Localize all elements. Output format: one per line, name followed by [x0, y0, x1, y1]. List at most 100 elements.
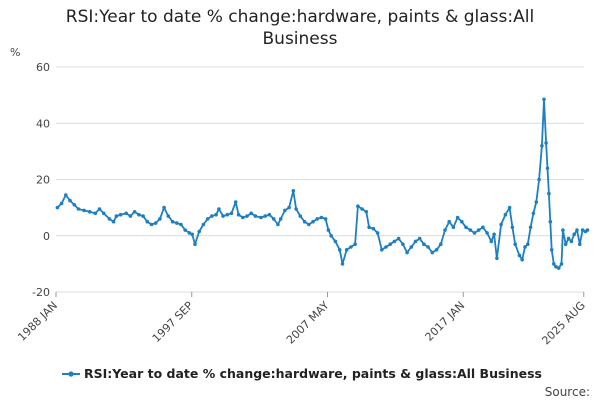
data-point[interactable] — [580, 228, 585, 232]
data-point[interactable] — [556, 266, 561, 270]
data-point[interactable] — [225, 212, 230, 217]
data-point[interactable] — [392, 239, 397, 244]
data-point[interactable] — [517, 253, 522, 258]
data-point[interactable] — [499, 222, 503, 227]
data-point[interactable] — [298, 214, 303, 218]
data-point[interactable] — [76, 207, 81, 211]
data-point[interactable] — [430, 250, 435, 255]
data-point[interactable] — [447, 219, 452, 224]
data-point[interactable] — [451, 225, 456, 230]
data-point[interactable] — [426, 245, 430, 249]
data-point[interactable] — [294, 207, 298, 211]
data-point[interactable] — [93, 211, 98, 216]
data-point[interactable] — [455, 215, 460, 220]
data-point[interactable] — [307, 222, 311, 227]
data-point[interactable] — [356, 204, 360, 208]
data-point[interactable] — [375, 231, 380, 235]
data-point[interactable] — [287, 205, 291, 210]
data-point[interactable] — [187, 231, 192, 235]
data-point[interactable] — [253, 214, 258, 218]
data-point[interactable] — [510, 225, 515, 230]
data-point[interactable] — [585, 228, 590, 232]
data-point[interactable] — [214, 212, 218, 217]
data-point[interactable] — [241, 215, 245, 220]
data-point[interactable] — [233, 200, 238, 204]
data-point[interactable] — [124, 211, 128, 216]
data-point[interactable] — [82, 208, 86, 213]
data-point[interactable] — [545, 166, 550, 171]
data-point[interactable] — [344, 248, 349, 252]
data-point[interactable] — [434, 248, 439, 252]
data-point[interactable] — [175, 221, 179, 225]
data-point[interactable] — [137, 212, 141, 217]
data-point[interactable] — [210, 214, 214, 218]
data-point[interactable] — [59, 201, 64, 206]
data-point[interactable] — [537, 177, 541, 182]
data-point[interactable] — [170, 219, 175, 224]
data-point[interactable] — [145, 219, 150, 224]
data-point[interactable] — [489, 239, 494, 244]
data-point[interactable] — [384, 245, 388, 249]
data-point[interactable] — [413, 239, 418, 244]
data-point[interactable] — [396, 236, 401, 241]
data-point[interactable] — [544, 141, 548, 145]
data-point[interactable] — [68, 198, 72, 203]
data-point[interactable] — [128, 214, 133, 218]
data-point[interactable] — [513, 242, 517, 246]
data-point[interactable] — [464, 225, 468, 230]
data-point[interactable] — [311, 219, 315, 224]
data-point[interactable] — [503, 212, 508, 217]
data-point[interactable] — [526, 242, 530, 246]
data-point[interactable] — [468, 228, 473, 232]
data-point[interactable] — [575, 228, 579, 232]
data-point[interactable] — [353, 242, 357, 246]
data-point[interactable] — [183, 228, 187, 232]
data-point[interactable] — [229, 211, 234, 216]
data-point[interactable] — [340, 262, 345, 266]
data-point[interactable] — [528, 225, 533, 230]
data-point[interactable] — [101, 211, 106, 216]
data-point[interactable] — [523, 245, 527, 249]
data-point[interactable] — [276, 222, 280, 227]
source-label[interactable]: Source: — [545, 385, 590, 399]
data-point[interactable] — [259, 215, 263, 220]
data-point[interactable] — [319, 215, 324, 220]
data-point[interactable] — [166, 214, 171, 218]
legend[interactable]: RSI:Year to date % change:hardware, pain… — [62, 366, 542, 381]
data-point[interactable] — [190, 232, 194, 237]
data-point[interactable] — [267, 212, 272, 217]
data-point[interactable] — [179, 222, 183, 227]
data-point[interactable] — [380, 248, 384, 252]
data-point[interactable] — [540, 144, 544, 148]
data-point[interactable] — [158, 217, 162, 221]
data-point[interactable] — [405, 250, 409, 255]
data-point[interactable] — [162, 205, 166, 210]
data-point[interactable] — [107, 217, 112, 221]
data-point[interactable] — [271, 217, 276, 221]
data-point[interactable] — [409, 245, 414, 249]
data-point[interactable] — [193, 242, 197, 246]
data-point[interactable] — [548, 219, 553, 224]
data-point[interactable] — [422, 242, 426, 246]
data-point[interactable] — [326, 228, 331, 232]
data-point[interactable] — [337, 248, 342, 252]
data-point[interactable] — [132, 210, 137, 214]
data-point[interactable] — [221, 214, 225, 218]
data-point[interactable] — [367, 225, 371, 230]
data-point[interactable] — [149, 222, 154, 227]
data-point[interactable] — [114, 214, 119, 218]
data-point[interactable] — [559, 262, 564, 266]
data-point[interactable] — [278, 217, 283, 221]
data-point[interactable] — [547, 191, 551, 196]
data-point[interactable] — [549, 248, 554, 252]
data-point[interactable] — [495, 256, 499, 261]
data-point[interactable] — [534, 200, 539, 204]
data-point[interactable] — [236, 212, 241, 217]
data-point[interactable] — [197, 229, 201, 234]
data-point[interactable] — [315, 217, 320, 221]
data-point[interactable] — [349, 245, 353, 249]
data-point[interactable] — [561, 228, 565, 232]
data-point[interactable] — [72, 203, 77, 207]
data-point[interactable] — [554, 264, 558, 269]
data-point[interactable] — [531, 211, 536, 216]
